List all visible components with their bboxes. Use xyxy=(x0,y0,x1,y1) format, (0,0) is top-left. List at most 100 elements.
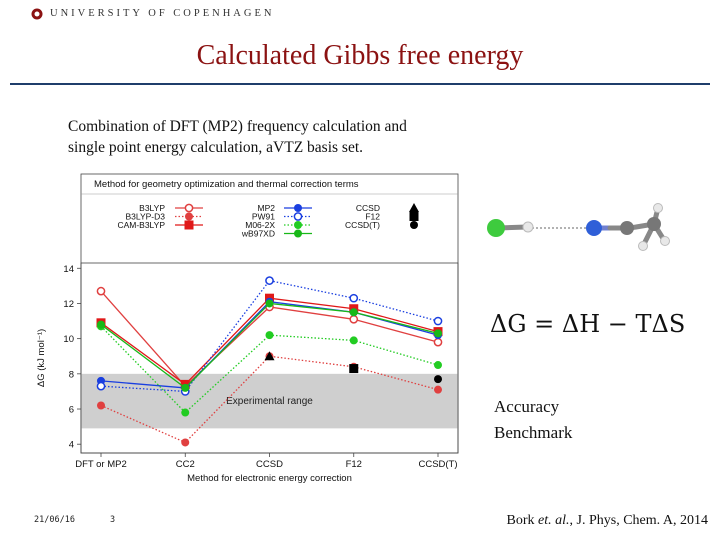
legend-marker xyxy=(185,212,193,221)
gibbs-equation: ΔG = ΔH − TΔS xyxy=(490,310,686,338)
series-wb97xd xyxy=(97,299,442,392)
data-point xyxy=(181,383,190,392)
legend-entry: M06-2X xyxy=(245,220,312,230)
data-point xyxy=(433,337,443,347)
x-tick-label: CCSD(T) xyxy=(418,459,457,470)
legend-marker xyxy=(410,221,418,229)
header-bar: UNIVERSITY OF COPENHAGEN xyxy=(0,0,720,30)
data-point xyxy=(265,276,274,285)
data-point xyxy=(434,385,442,394)
citation-journal: , J. Phys, Chem. A, 2014 xyxy=(569,513,708,528)
intro-text: Combination of DFT (MP2) frequency calcu… xyxy=(68,116,488,158)
y-tick-label: 12 xyxy=(63,299,74,310)
experimental-range-label: Experimental range xyxy=(226,396,313,407)
legend-label: CAM-B3LYP xyxy=(117,220,165,230)
molecule-illustration xyxy=(487,203,670,251)
y-tick-label: 10 xyxy=(63,334,74,345)
reference-point xyxy=(264,351,275,361)
legend-marker xyxy=(294,204,302,212)
legend-entry: B3LYP-D3 xyxy=(125,212,203,222)
data-point xyxy=(265,299,274,308)
accuracy-line-1: Accuracy xyxy=(494,397,560,416)
legend-label: B3LYP xyxy=(139,203,165,213)
series-line xyxy=(100,355,439,444)
legend-marker xyxy=(184,203,194,213)
citation-etal: et. al. xyxy=(538,513,570,528)
legend-label: wB97XD xyxy=(241,229,275,239)
page-number: 3 xyxy=(110,515,116,525)
intro-line-2: single point energy calculation, aVTZ ba… xyxy=(68,139,363,156)
y-tick-label: 8 xyxy=(69,369,74,380)
legend-label: MP2 xyxy=(258,203,276,213)
hydrogen-atom xyxy=(522,221,534,233)
accuracy-label: Accuracy Benchmark xyxy=(494,394,572,446)
carbon-atom xyxy=(620,221,634,235)
legend-marker xyxy=(294,221,302,229)
footer-date: 21/06/16 xyxy=(34,515,75,525)
data-point xyxy=(349,336,358,345)
x-tick-label: CC2 xyxy=(176,459,195,470)
data-point xyxy=(434,361,442,370)
y-tick-label: 4 xyxy=(69,440,74,451)
university-name: UNIVERSITY OF COPENHAGEN xyxy=(50,8,275,19)
citation: Bork et. al., J. Phys, Chem. A, 2014 xyxy=(507,513,708,529)
legend-entry: CCSD xyxy=(356,203,419,213)
legend-entry: F12 xyxy=(365,212,419,222)
slide-title: Calculated Gibbs free energy xyxy=(196,40,524,71)
molecule-bonds xyxy=(493,205,667,247)
legend-label: F12 xyxy=(365,212,380,222)
data-point xyxy=(181,438,190,447)
university-seal-icon xyxy=(31,8,43,20)
legend-label: CCSD xyxy=(356,203,380,213)
title-divider xyxy=(10,83,710,85)
data-point xyxy=(433,316,443,326)
legend-label: CCSD(T) xyxy=(345,220,380,230)
nitrogen-atom xyxy=(586,220,602,236)
x-axis-label: Method for electronic energy correction xyxy=(187,473,352,484)
hydrogen-atom xyxy=(638,241,648,251)
legend-label: PW91 xyxy=(252,212,275,222)
legend-label: B3LYP-D3 xyxy=(125,212,165,222)
data-point xyxy=(349,293,359,303)
legend-entry: CAM-B3LYP xyxy=(117,220,203,230)
legend-marker xyxy=(409,212,419,221)
experimental-range-band xyxy=(81,373,458,429)
x-tick-label: DFT or MP2 xyxy=(75,459,127,470)
data-point xyxy=(265,331,274,340)
data-point xyxy=(96,381,106,391)
hydrogen-atom xyxy=(660,236,670,246)
data-point xyxy=(349,314,359,324)
legend-marker xyxy=(293,212,303,221)
y-axis-label: ΔG (kJ mol⁻¹) xyxy=(36,329,47,387)
citation-author: Bork xyxy=(506,513,539,528)
legend-marker xyxy=(184,220,194,230)
data-point xyxy=(96,286,106,296)
legend-title: Method for geometry optimization and the… xyxy=(94,179,359,190)
carbon-atom xyxy=(647,217,661,231)
intro-line-1: Combination of DFT (MP2) frequency calcu… xyxy=(68,118,407,135)
accuracy-line-2: Benchmark xyxy=(494,423,573,442)
y-tick-label: 14 xyxy=(63,264,74,275)
legend-marker xyxy=(294,229,302,238)
legend-marker xyxy=(409,203,419,212)
legend-entry: B3LYP xyxy=(139,203,203,213)
chlorine-atom xyxy=(487,219,505,237)
legend-entry: wB97XD xyxy=(241,229,312,239)
y-tick-label: 6 xyxy=(69,405,74,416)
legend-entry: CCSD(T) xyxy=(345,220,418,230)
series-line xyxy=(100,279,439,393)
hydrogen-atom xyxy=(653,203,663,213)
data-point xyxy=(97,401,105,410)
gibbs-energy-chart: Method for geometry optimization and the… xyxy=(36,173,459,484)
data-point xyxy=(434,329,442,338)
data-point xyxy=(97,320,105,329)
reference-point xyxy=(434,375,442,384)
legend-entry: PW91 xyxy=(252,212,312,222)
x-tick-label: CCSD xyxy=(256,459,283,470)
legend-label: M06-2X xyxy=(245,220,275,230)
data-point xyxy=(349,308,358,317)
legend-entry: MP2 xyxy=(258,203,312,213)
reference-point xyxy=(349,364,359,374)
data-point xyxy=(181,408,190,417)
x-tick-label: F12 xyxy=(346,459,362,470)
